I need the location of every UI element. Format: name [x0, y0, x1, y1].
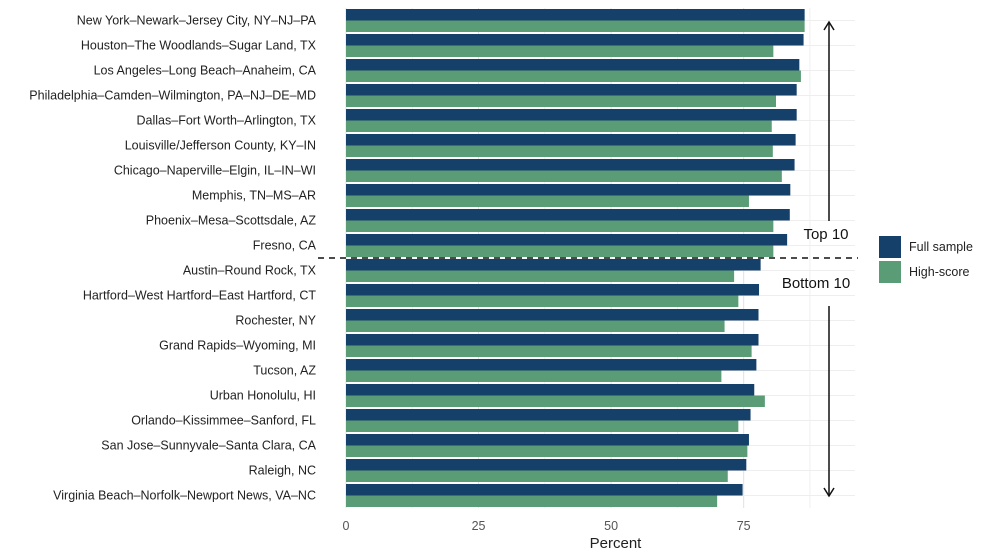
bar-high-score [346, 220, 774, 232]
bar-high-score [346, 195, 749, 207]
category-label: Phoenix–Mesa–Scottsdale, AZ [146, 214, 317, 228]
legend-swatch-high-score [879, 261, 901, 283]
category-label: Dallas–Fort Worth–Arlington, TX [137, 114, 317, 128]
bar-layer [346, 9, 805, 507]
bar-full-sample [346, 159, 795, 171]
category-label: Louisville/Jefferson County, KY–IN [125, 139, 316, 153]
bar-full-sample [346, 434, 749, 446]
bar-full-sample [346, 459, 747, 471]
group-annotations: Top 10 Bottom 10 [318, 20, 858, 498]
legend-label-full-sample: Full sample [909, 240, 973, 254]
category-label: Philadelphia–Camden–Wilmington, PA–NJ–DE… [29, 89, 316, 103]
bar-full-sample [346, 209, 790, 221]
bar-high-score [346, 270, 735, 282]
bar-full-sample [346, 9, 805, 21]
category-labels: New York–Newark–Jersey City, NY–NJ–PA Hou… [29, 14, 316, 503]
x-tick-labels: 0 25 50 75 [343, 519, 751, 533]
category-label: Austin–Round Rock, TX [183, 264, 317, 278]
bar-high-score [346, 320, 725, 332]
bar-high-score [346, 245, 774, 257]
legend-swatch-full-sample [879, 236, 901, 258]
category-label: Rochester, NY [235, 314, 316, 328]
category-label: Raleigh, NC [249, 464, 316, 478]
bar-full-sample [346, 334, 759, 346]
bar-full-sample [346, 259, 761, 271]
bar-full-sample [346, 84, 797, 96]
bar-high-score [346, 70, 801, 82]
bar-high-score [346, 120, 772, 132]
x-axis-title: Percent [590, 535, 643, 552]
bar-full-sample [346, 384, 755, 396]
top-arrowhead-icon [823, 20, 835, 31]
category-label: Fresno, CA [253, 239, 317, 253]
category-label: Orlando–Kissimmee–Sanford, FL [131, 414, 316, 428]
bottom-10-label: Bottom 10 [782, 275, 850, 292]
bar-high-score [346, 95, 776, 107]
bar-full-sample [346, 309, 759, 321]
bar-full-sample [346, 184, 791, 196]
bar-full-sample [346, 359, 757, 371]
bar-high-score [346, 495, 718, 507]
bar-high-score [346, 470, 728, 482]
category-label: Virginia Beach–Norfolk–Newport News, VA–… [53, 489, 316, 503]
bar-full-sample [346, 284, 760, 296]
bar-high-score [346, 370, 722, 382]
x-tick-label: 50 [604, 519, 618, 533]
bar-high-score [346, 395, 765, 407]
category-label: Urban Honolulu, HI [210, 389, 316, 403]
top-10-label: Top 10 [803, 226, 848, 243]
category-label: Memphis, TN–MS–AR [192, 189, 316, 203]
bar-high-score [346, 345, 752, 357]
bar-high-score [346, 20, 805, 32]
legend-label-high-score: High-score [909, 265, 969, 279]
category-label: Hartford–West Hartford–East Hartford, CT [83, 289, 317, 303]
category-label: Tucson, AZ [253, 364, 316, 378]
bar-high-score [346, 170, 782, 182]
bar-high-score [346, 445, 748, 457]
bar-full-sample [346, 59, 800, 71]
bar-full-sample [346, 109, 797, 121]
bar-full-sample [346, 134, 796, 146]
x-tick-label: 0 [343, 519, 350, 533]
bar-high-score [346, 45, 774, 57]
bar-full-sample [346, 34, 804, 46]
x-tick-label: 25 [472, 519, 486, 533]
bar-high-score [346, 420, 739, 432]
bar-full-sample [346, 234, 788, 246]
legend: Full sample High-score [879, 236, 973, 283]
x-tick-label: 75 [737, 519, 751, 533]
bar-high-score [346, 145, 773, 157]
category-label: San Jose–Sunnyvale–Santa Clara, CA [101, 439, 316, 453]
bar-full-sample [346, 484, 743, 496]
bottom-arrowhead-icon [823, 487, 835, 498]
category-label: Chicago–Naperville–Elgin, IL–IN–WI [114, 164, 316, 178]
bar-high-score [346, 295, 739, 307]
category-label: New York–Newark–Jersey City, NY–NJ–PA [77, 14, 317, 28]
bar-full-sample [346, 409, 751, 421]
category-label: Grand Rapids–Wyoming, MI [159, 339, 316, 353]
category-label: Los Angeles–Long Beach–Anaheim, CA [94, 64, 317, 78]
category-label: Houston–The Woodlands–Sugar Land, TX [81, 39, 317, 53]
